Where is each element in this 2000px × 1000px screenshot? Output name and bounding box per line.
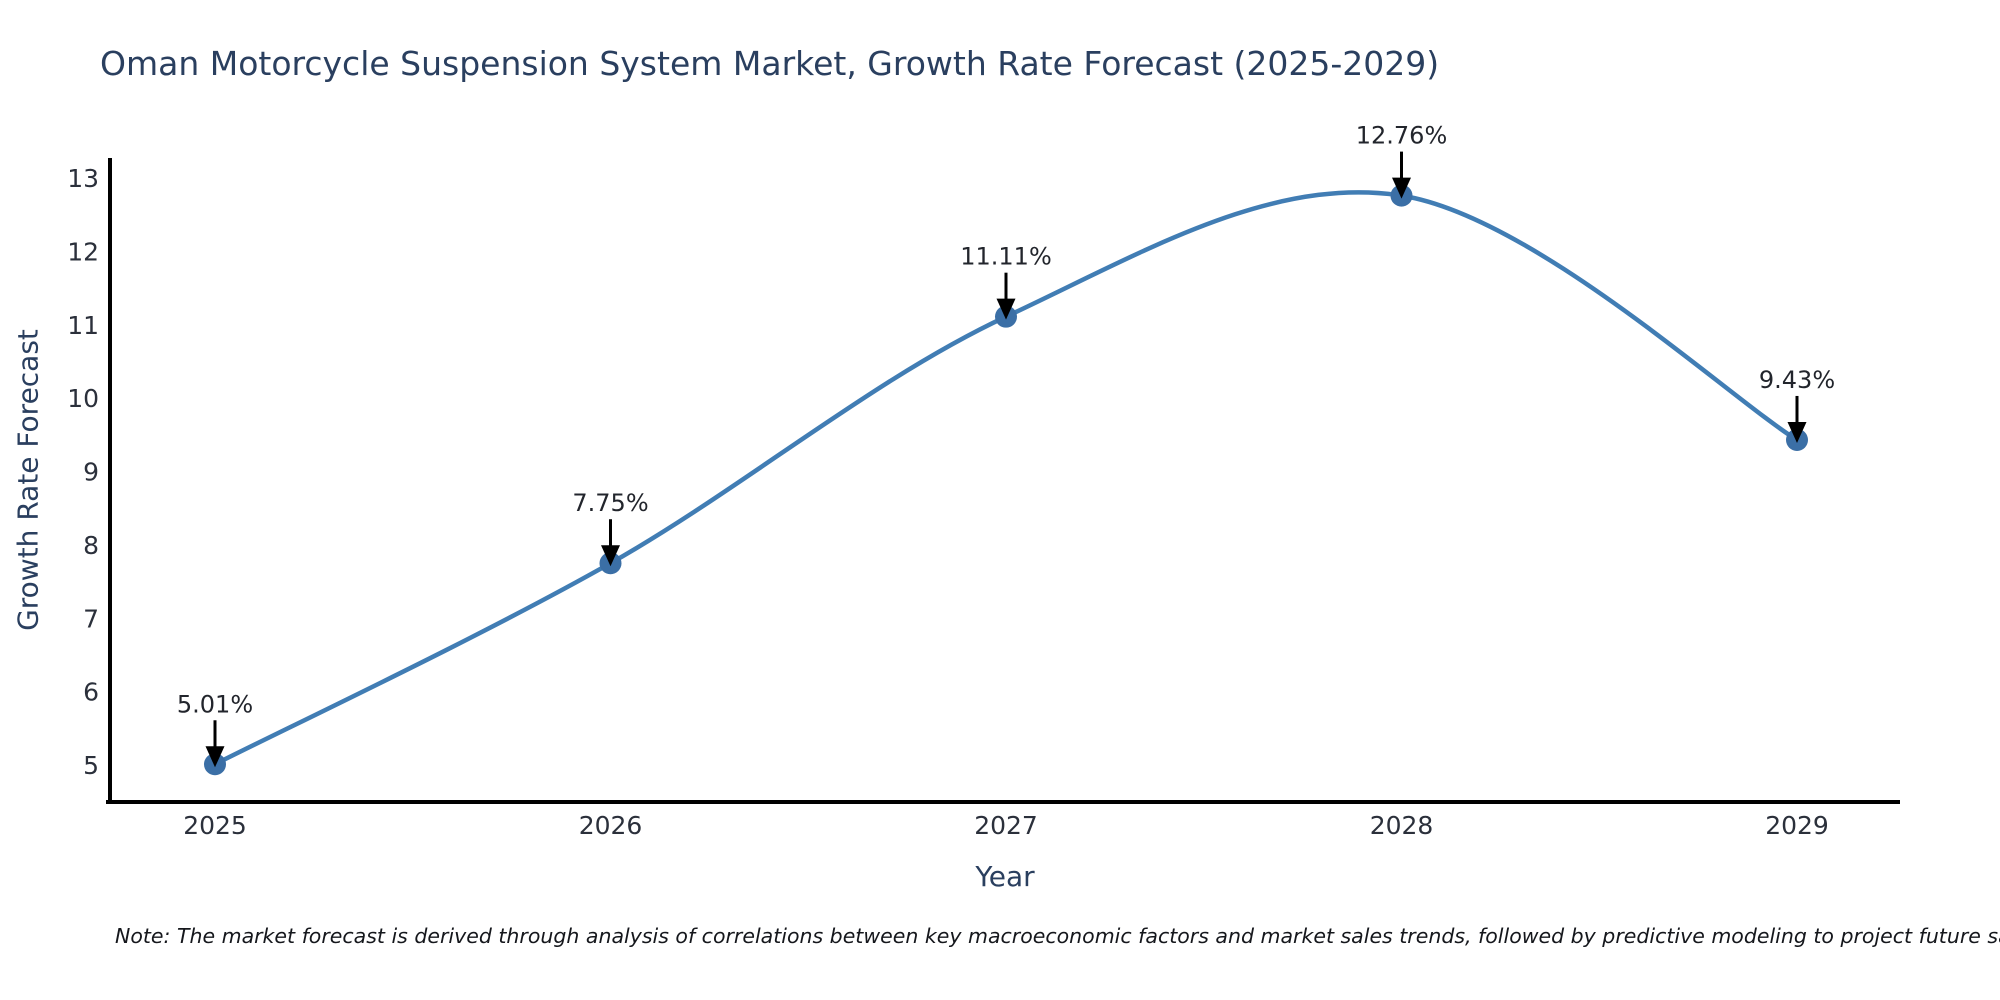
- annotation-arrow-head: [996, 298, 1016, 320]
- y-tick-label: 13: [67, 164, 99, 193]
- point-value-label: 5.01%: [177, 690, 253, 718]
- chart-title: Oman Motorcycle Suspension System Market…: [100, 44, 1440, 83]
- x-tick-label: 2028: [1370, 811, 1434, 840]
- y-tick-label: 5: [83, 751, 99, 780]
- point-value-label: 9.43%: [1759, 366, 1835, 394]
- y-tick-label: 12: [67, 237, 99, 266]
- y-tick-label: 6: [83, 678, 99, 707]
- y-tick-label: 7: [83, 604, 99, 633]
- y-tick-label: 8: [83, 531, 99, 560]
- annotation-arrow-head: [601, 545, 620, 567]
- annotation-arrow-head: [205, 746, 225, 768]
- x-tick-label: 2026: [579, 811, 643, 840]
- y-axis-title: Growth Rate Forecast: [11, 329, 45, 631]
- y-tick-label: 11: [67, 311, 99, 340]
- point-value-label: 7.75%: [572, 489, 648, 517]
- point-value-label: 12.76%: [1356, 122, 1448, 150]
- y-tick-label: 10: [67, 384, 99, 413]
- x-tick-label: 2025: [183, 811, 247, 840]
- footnote: Note: The market forecast is derived thr…: [115, 924, 2000, 948]
- annotation-arrow-head: [1392, 177, 1411, 199]
- annotation-arrow-head: [1787, 421, 1807, 443]
- point-value-label: 11.11%: [960, 243, 1052, 271]
- x-tick-label: 2029: [1765, 811, 1829, 840]
- x-tick-label: 2027: [974, 811, 1038, 840]
- x-axis-title: Year: [975, 860, 1035, 893]
- y-tick-label: 9: [83, 458, 99, 487]
